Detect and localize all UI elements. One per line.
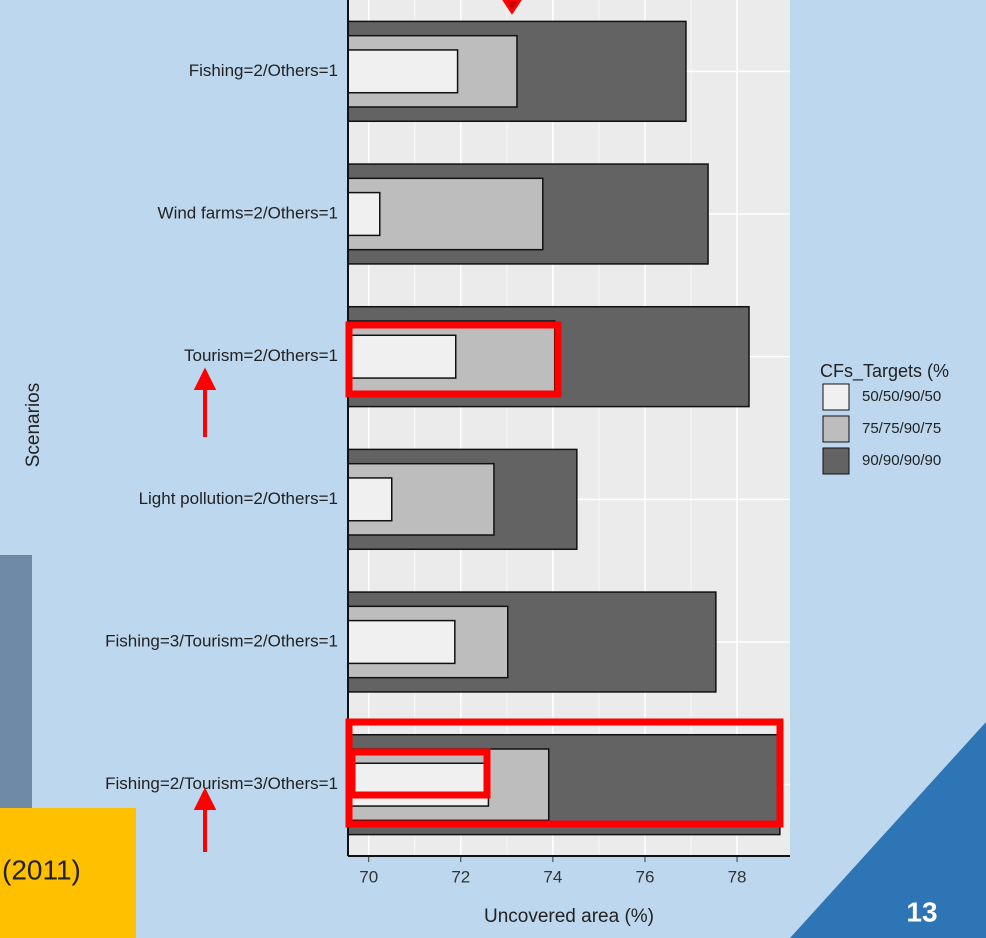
photo (0, 555, 32, 808)
y-tick-label: Light pollution=2/Others=1 (139, 489, 338, 508)
x-axis-label: Uncovered area (%) (484, 906, 654, 927)
x-tick-label: 74 (543, 867, 562, 886)
y-tick-label: Fishing=2/Others=1 (189, 61, 338, 80)
legend-title: CFs_Targets (% (820, 361, 949, 382)
arrows (193, 0, 522, 852)
bar (347, 477, 393, 522)
plot-panel (348, 0, 790, 856)
y-axis-label: Scenarios (23, 383, 44, 468)
note-box (0, 808, 136, 938)
legend-label: 90/90/90/90 (862, 452, 941, 469)
bar (347, 762, 490, 807)
y-tick-label: Fishing=3/Tourism=2/Others=1 (105, 631, 338, 650)
page-number: 13 (906, 896, 937, 927)
corner (790, 722, 986, 938)
bar (347, 191, 381, 237)
highlights (345, 321, 784, 828)
x-tick-label: 76 (636, 867, 655, 886)
legend-swatch (822, 415, 850, 443)
y-tick-label: Fishing=2/Tourism=3/Others=1 (105, 774, 338, 793)
x-tick-label: 78 (728, 867, 747, 886)
chart: 70 72 74 76 78 Fishing=2/Others=1 Wind farms=2… (23, 0, 949, 927)
bar (347, 49, 459, 94)
x-tick-label: 70 (359, 867, 378, 886)
legend-swatch (822, 447, 850, 475)
legend-swatch (822, 383, 850, 411)
y-tick-label: Wind farms=2/Others=1 (158, 203, 338, 222)
legend-label: 75/75/90/75 (862, 420, 941, 437)
highlight (345, 321, 562, 398)
y-tick-label: Tourism=2/Others=1 (184, 346, 338, 365)
arrow-head (193, 787, 217, 810)
x-tick-label: 72 (451, 867, 470, 886)
arrow-head (193, 367, 217, 390)
bar (347, 334, 457, 379)
bar (347, 619, 456, 665)
legend-label: 50/50/90/50 (862, 388, 941, 405)
arrow-head (502, 0, 522, 15)
highlight (348, 748, 491, 799)
note: (2011) (2, 854, 81, 885)
